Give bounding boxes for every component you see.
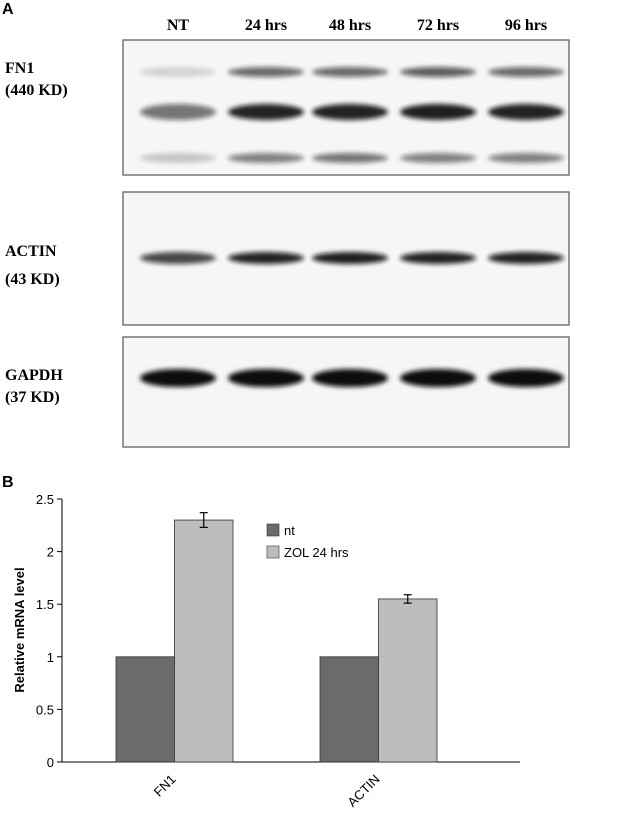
band (488, 252, 564, 264)
band (312, 252, 388, 264)
band (400, 153, 476, 163)
lane-label: 72 hrs (417, 17, 459, 34)
western-blot: NT 24 hrs 48 hrs 72 hrs 96 hrs FN1 (440 KD) ACT… (5, 17, 570, 448)
band (488, 104, 564, 120)
bar (174, 519, 234, 763)
y-tick-label: 1.5 (36, 597, 54, 612)
panel-label: B (2, 474, 14, 491)
protein-label: ACTIN (5, 243, 57, 260)
bar (378, 598, 438, 763)
band (488, 369, 564, 387)
band (400, 252, 476, 264)
size-label: (440 KD) (5, 82, 68, 99)
band (140, 153, 216, 163)
legend-swatch (266, 545, 280, 559)
band (228, 369, 304, 387)
lane-label: 96 hrs (505, 17, 547, 34)
band (488, 67, 564, 77)
band (312, 104, 388, 120)
band (228, 104, 304, 120)
band (228, 252, 304, 264)
lane-label: 48 hrs (329, 17, 371, 34)
band (140, 67, 216, 77)
legend-label: ZOL 24 hrs (284, 545, 349, 560)
band (488, 153, 564, 163)
band (400, 67, 476, 77)
x-tick-label: FN1 (151, 772, 179, 800)
lane-label: 24 hrs (245, 17, 287, 34)
x-tick-label: ACTIN (344, 772, 382, 810)
legend-label: nt (284, 523, 295, 538)
legend-swatch (266, 523, 280, 537)
y-axis-label: Relative mRNA level (12, 567, 27, 692)
y-tick-label: 2 (47, 545, 54, 560)
protein-label: FN1 (5, 60, 34, 77)
lane-label: NT (167, 17, 190, 34)
panel-label: A (2, 1, 14, 18)
band (140, 252, 216, 264)
band (228, 153, 304, 163)
y-tick-label: 0.5 (36, 702, 54, 717)
band (312, 153, 388, 163)
band (228, 67, 304, 77)
bar-chart: 0 0.5 1 1.5 2 2.5 Relative mRNA level FN1 ACTIN n… (12, 492, 520, 810)
protein-label: GAPDH (5, 367, 63, 384)
y-tick-label: 1 (47, 650, 54, 665)
size-label: (43 KD) (5, 271, 60, 288)
band (400, 369, 476, 387)
band (400, 104, 476, 120)
size-label: (37 KD) (5, 389, 60, 406)
band (312, 67, 388, 77)
bar (115, 656, 175, 763)
band (140, 104, 216, 120)
y-tick-label: 2.5 (36, 492, 54, 507)
y-tick-label: 0 (47, 755, 54, 770)
band (140, 369, 216, 387)
blot-frame (122, 336, 570, 448)
band (312, 369, 388, 387)
bar (319, 656, 379, 763)
